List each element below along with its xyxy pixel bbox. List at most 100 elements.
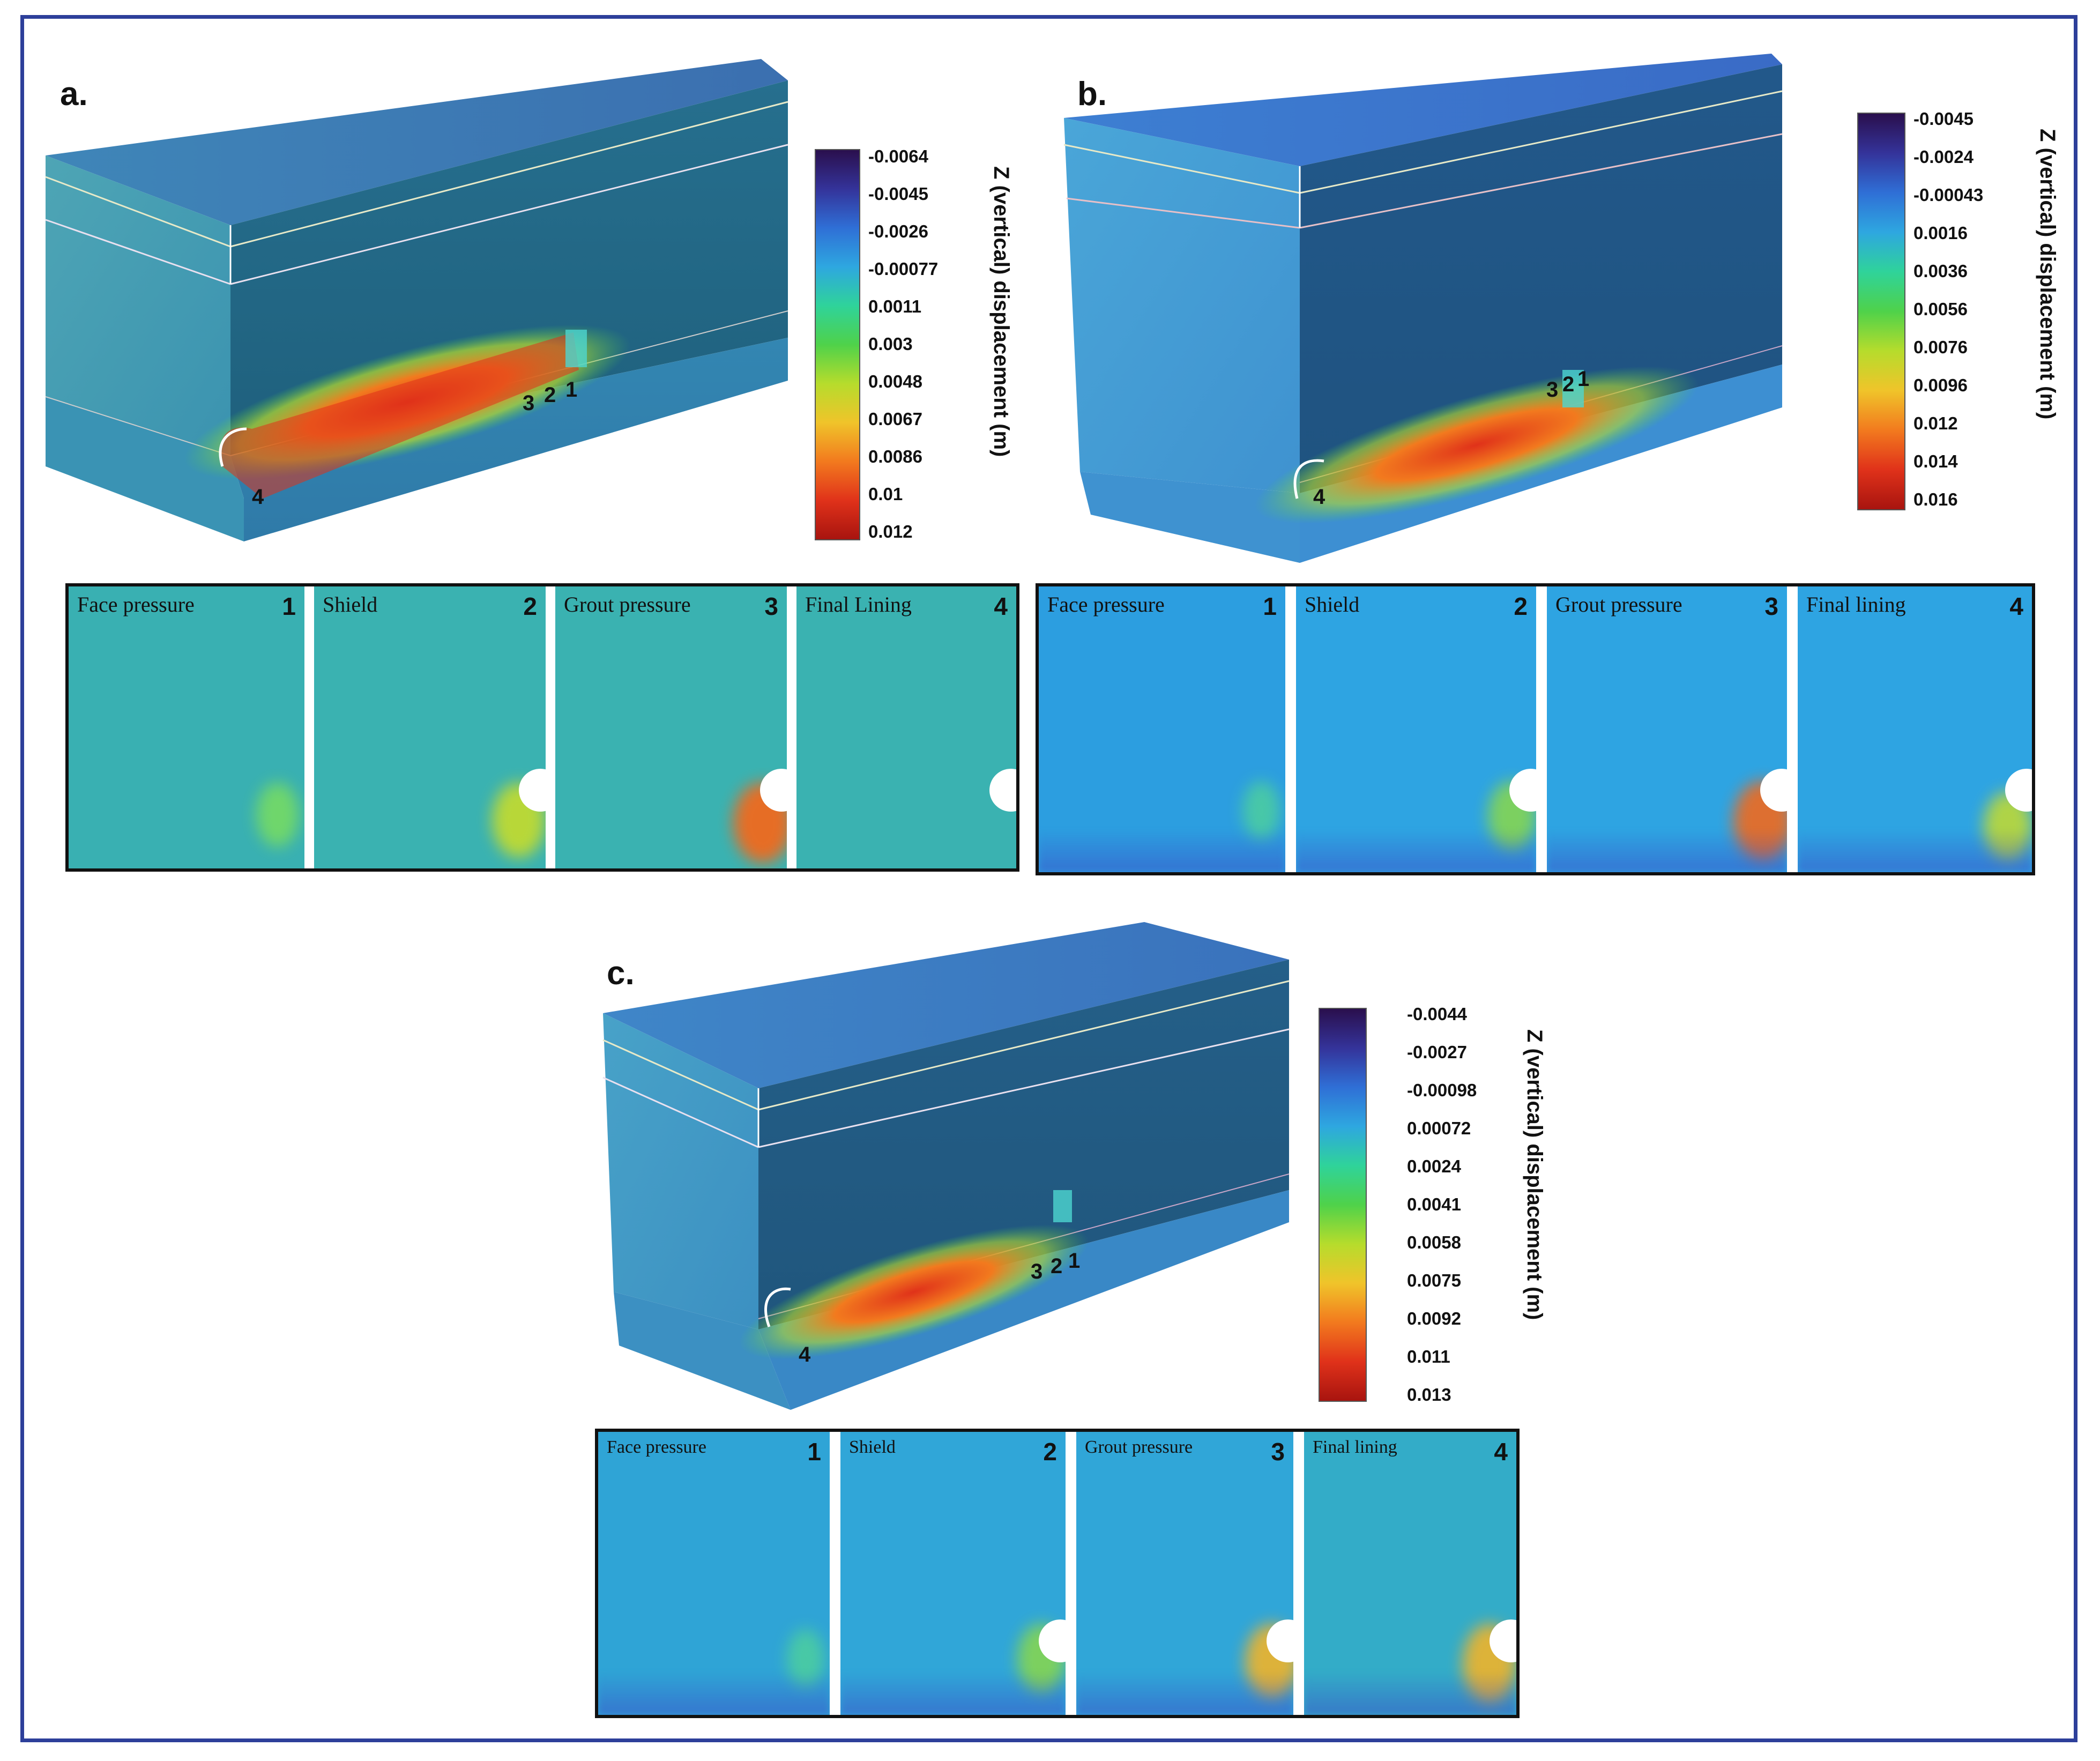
stage-number: 2 [1043,1438,1057,1466]
tunnel-model-svg: 3 2 1 4 [1063,54,1783,563]
stage-number: 1 [1263,592,1277,620]
stage-cell-4: Final Lining 4 [796,586,1016,868]
stage-title: Face pressure [607,1437,706,1457]
stage-title: Grout pressure [564,592,691,616]
stage-title: Grout pressure [1085,1437,1193,1457]
tick-label: 0.0067 [868,409,922,429]
stage-title: Face pressure [1047,592,1165,616]
tick-label: 0.012 [868,522,913,541]
stage-number: 3 [764,592,778,620]
tick-label: 0.0024 [1407,1156,1461,1176]
stage-number: 2 [523,592,537,620]
colorbar-ticks-c: -0.0044 -0.0027 -0.00098 0.00072 0.0024 … [1407,1004,1525,1405]
stage-label-2: 2 [1051,1254,1062,1278]
stage-label-4: 4 [1313,485,1325,509]
tick-label: -0.0026 [868,221,928,241]
stage-cell-3: Grout pressure 3 [555,586,787,868]
panel-label: c. [607,955,635,992]
stage-number: 4 [1494,1438,1508,1466]
stage-label-2: 2 [1562,373,1574,396]
stage-strip-c: Face pressure 1 Shield 2 Grout pressure … [595,1429,1520,1718]
tick-label: 0.0092 [1407,1309,1461,1328]
stage-cell-2: Shield 2 [1296,586,1536,872]
tick-label: -0.0064 [868,146,928,166]
stage-title: Shield [849,1437,896,1457]
stage-cell-4: Final lining 4 [1304,1432,1516,1715]
stage-label-1: 1 [1577,367,1589,391]
stage-number: 4 [2009,592,2023,620]
tick-label: 0.0041 [1407,1194,1461,1214]
stage-label-1: 1 [565,378,577,402]
tick-label: -0.00043 [1913,185,1984,205]
tunnel-model-b: 3 2 1 4 [1059,54,1798,563]
tick-label: -0.0045 [868,184,928,204]
stage-cell-3: Grout pressure 3 [1547,586,1787,872]
stage-number: 3 [1271,1438,1285,1466]
stage-label-4: 4 [252,485,264,509]
stage-cell-3: Grout pressure 3 [1076,1432,1293,1715]
stage-label-3: 3 [523,391,534,415]
tick-label: -0.0027 [1407,1042,1467,1062]
stage-cell-1: Face pressure 1 [598,1432,830,1715]
tick-label: 0.012 [1913,413,1958,433]
tick-label: -0.00098 [1407,1080,1477,1100]
stage-cell-1: Face pressure 1 [69,586,304,868]
tick-label: 0.0016 [1913,223,1968,243]
tunnel-model-svg: 3 2 1 4 [602,922,1290,1410]
tunnel-model-svg: 3 2 1 4 [45,59,788,541]
tick-label: 0.011 [1407,1347,1450,1366]
tick-label: -0.0044 [1407,1004,1467,1024]
tunnel-model-a: 3 2 1 4 [38,59,809,568]
colorbar-title: Z (vertical) displacement (m) [2036,129,2059,420]
tick-label: 0.0076 [1913,337,1968,357]
stage-cell-4: Final lining 4 [1798,586,2032,872]
colorbar-title: Z (vertical) displacement (m) [989,166,1013,457]
panel-label: b. [1077,76,1107,113]
tick-label: -0.0045 [1913,109,1974,129]
stage-title: Final lining [1806,592,1906,616]
colorbar-ticks-b: -0.0045 -0.0024 -0.00043 0.0016 0.0036 0… [1913,109,2021,510]
stage-title: Shield [1305,592,1360,616]
colorbar-ticks-a: -0.0064 -0.0045 -0.0026 -0.00077 0.0011 … [868,146,975,541]
stage-strip-a: Face pressure 1 Shield 2 Grout pressure … [65,583,1019,872]
stage-number: 2 [1514,592,1528,620]
tick-label: 0.0036 [1913,261,1968,281]
colorbar-title: Z (vertical) displacement (m) [1523,1029,1546,1320]
tick-label: -0.00077 [868,259,939,279]
tick-label: 0.014 [1913,451,1958,471]
tick-label: 0.0056 [1913,299,1968,319]
figure-frame [20,15,2077,1742]
stage-title: Shield [323,592,378,616]
tunnel-model-c: 3 2 1 4 [598,922,1294,1410]
stage-label-2: 2 [544,383,556,407]
stage-number: 3 [1764,592,1778,620]
tick-label: 0.0048 [868,371,922,391]
tick-label: 0.0086 [868,447,922,466]
stage-title: Final lining [1313,1437,1397,1457]
stage-title: Final Lining [805,592,912,616]
stage-title: Face pressure [77,592,195,616]
tick-label: 0.0058 [1407,1232,1461,1252]
tick-label: 0.016 [1913,489,1958,509]
tick-label: 0.00072 [1407,1118,1471,1138]
stage-number: 4 [994,592,1008,620]
tick-label: 0.0075 [1407,1270,1461,1290]
panel-label: a. [60,76,88,113]
tick-label: 0.003 [868,334,913,354]
stage-label-3: 3 [1031,1260,1042,1283]
stage-label-3: 3 [1546,378,1558,402]
tick-label: 0.0011 [868,296,922,316]
stage-strip-b: Face pressure 1 Shield 2 Grout pressure … [1036,583,2035,875]
tick-label: 0.013 [1407,1385,1451,1405]
stage-cell-2: Shield 2 [314,586,546,868]
stage-cell-1: Face pressure 1 [1039,586,1285,872]
colorbar-b [1857,113,1905,510]
colorbar-a [815,149,860,540]
tick-label: -0.0024 [1913,147,1974,167]
stage-number: 1 [807,1438,821,1466]
tick-label: 0.0096 [1913,375,1968,395]
stage-label-1: 1 [1068,1249,1080,1273]
stage-title: Grout pressure [1555,592,1682,616]
colorbar-c [1319,1008,1367,1402]
stage-label-4: 4 [799,1343,811,1366]
